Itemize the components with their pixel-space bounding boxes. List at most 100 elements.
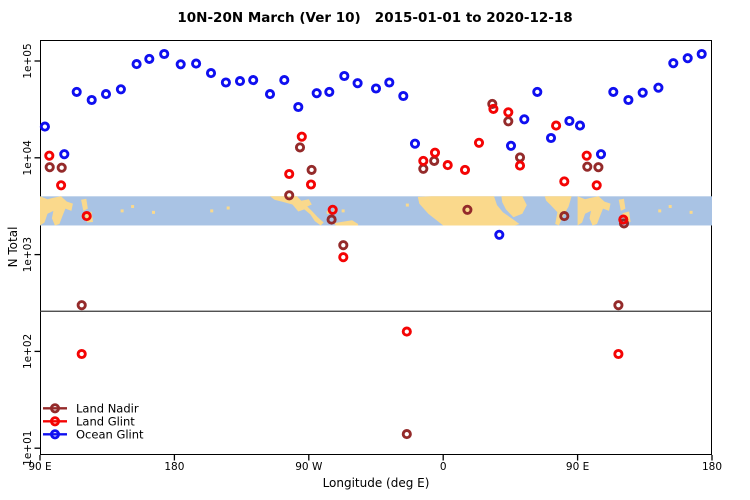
data-point [487, 98, 498, 109]
map-band-land [577, 196, 611, 226]
data-point [401, 429, 412, 440]
y-tick-label: 1e+05 [22, 43, 34, 78]
data-point [293, 101, 304, 113]
y-axis-label: N Total [6, 226, 20, 268]
x-axis-label: Longitude (deg E) [322, 476, 430, 490]
data-point [191, 58, 202, 69]
data-point [418, 163, 429, 174]
y-tick-label: 1e+02 [22, 334, 34, 369]
x-tick-label: 180 [164, 461, 184, 473]
data-point [175, 59, 186, 70]
data-point [591, 180, 602, 191]
map-band-land [270, 196, 324, 226]
data-point [682, 53, 693, 64]
data-point [39, 121, 50, 132]
data-point [76, 300, 87, 311]
data-point [284, 190, 295, 201]
map-band-land [40, 196, 73, 226]
legend-label: Land Glint [76, 414, 135, 428]
data-point [494, 229, 505, 240]
data-point [581, 150, 592, 161]
data-point [115, 84, 126, 95]
map-band-land [417, 196, 520, 226]
data-point [613, 348, 624, 360]
map-band-island [326, 210, 330, 214]
data-point [144, 53, 155, 64]
map-band-island [131, 205, 135, 209]
data-point [503, 107, 514, 118]
data-point [668, 58, 679, 69]
data-point [514, 152, 526, 163]
data-point [637, 87, 648, 98]
x-tick-label: 90 E [566, 461, 589, 473]
data-point [505, 140, 517, 151]
data-point [608, 86, 619, 97]
legend-marker [49, 403, 61, 414]
data-point [339, 70, 350, 82]
map-band-land [618, 198, 626, 211]
data-point [100, 89, 112, 100]
data-point [514, 160, 526, 171]
data-point [459, 164, 471, 175]
series-ocean-glint [39, 48, 707, 240]
data-point [551, 120, 562, 131]
data-point [653, 82, 664, 93]
data-point [595, 149, 607, 160]
data-point [44, 162, 55, 173]
map-band-island [210, 209, 214, 213]
legend-marker [49, 429, 61, 440]
data-point [248, 75, 259, 86]
data-point [593, 162, 604, 173]
data-point [279, 75, 290, 86]
data-point [326, 214, 337, 225]
data-point [76, 348, 87, 360]
data-point [462, 204, 473, 215]
data-point [559, 176, 570, 187]
series-land-nadir [44, 98, 630, 440]
y-tick-label: 1e+01 [22, 431, 34, 466]
data-point [327, 204, 338, 215]
data-point [324, 86, 335, 97]
y-tick-label: 1e+04 [22, 140, 34, 176]
data-point [294, 142, 306, 153]
data-point [305, 179, 317, 190]
chart-title: 10N-20N March (Ver 10) 2015-01-01 to 202… [177, 10, 573, 26]
data-point [429, 155, 440, 166]
x-tick-label: 180 [702, 461, 722, 473]
data-point [409, 138, 421, 149]
data-point [59, 149, 70, 160]
data-point [306, 164, 317, 175]
data-point [370, 83, 382, 94]
data-point [131, 59, 142, 70]
data-point [429, 147, 441, 158]
data-point [205, 68, 217, 79]
data-point [442, 160, 453, 171]
data-point [352, 78, 363, 89]
data-point [296, 131, 307, 142]
data-point [488, 103, 499, 114]
data-point [473, 137, 485, 148]
map-band-island [341, 209, 345, 213]
data-point [613, 300, 624, 311]
y-tick-label: 1e+03 [22, 237, 34, 272]
map-band-island [668, 205, 672, 209]
data-point [559, 211, 570, 222]
map-band-land [81, 198, 88, 211]
data-point [503, 116, 514, 127]
data-point [582, 161, 593, 172]
data-point [56, 180, 67, 191]
data-point [159, 48, 170, 60]
data-point [618, 214, 629, 225]
data-point [574, 120, 586, 131]
map-band-island [658, 209, 662, 213]
map-band-island [689, 210, 693, 214]
series-land-glint [44, 103, 629, 360]
data-point [545, 132, 557, 144]
data-point [418, 155, 429, 166]
data-point [284, 168, 295, 180]
data-point [311, 88, 322, 99]
x-tick-label: 90 W [295, 461, 323, 473]
data-point [519, 114, 530, 125]
data-point [86, 94, 97, 106]
data-point [56, 162, 67, 173]
